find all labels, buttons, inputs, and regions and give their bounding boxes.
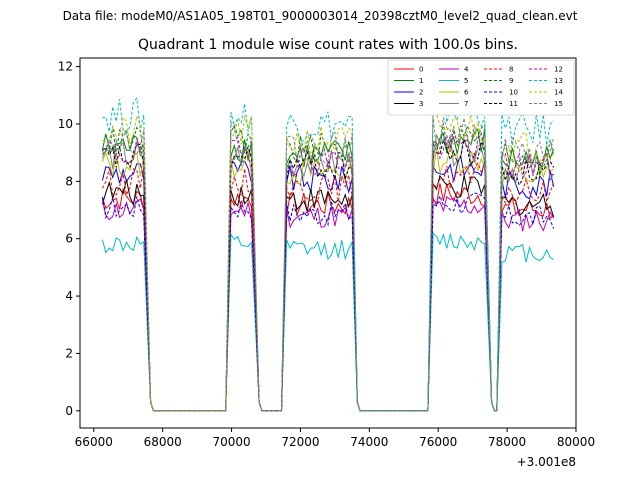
series-line-11: [102, 139, 555, 412]
legend-box: [387, 59, 575, 116]
suptitle: Data file: modeM0/AS1A05_198T01_90000030…: [63, 9, 578, 23]
x-tick-label: 78000: [488, 435, 526, 449]
legend-label: 4: [464, 66, 469, 74]
y-tick-label: 12: [58, 60, 73, 74]
x-tick-label: 70000: [212, 435, 250, 449]
y-axis: 0 2 4 6 8 10 12: [58, 60, 80, 418]
x-tick-label: 72000: [281, 435, 319, 449]
legend-label: 10: [509, 89, 518, 97]
legend-label: 15: [554, 100, 563, 108]
x-tick-label: 74000: [350, 435, 388, 449]
legend-label: 11: [509, 100, 518, 108]
legend-label: 6: [464, 89, 469, 97]
plot-frame: [79, 57, 577, 429]
series-line-8: [101, 162, 555, 412]
x-tick-label: 80000: [557, 435, 595, 449]
x-offset-label: +3.001e8: [517, 455, 576, 469]
y-tick-label: 2: [65, 346, 73, 360]
legend-label: 3: [419, 100, 423, 108]
chart-title: Quadrant 1 module wise count rates with …: [138, 37, 518, 53]
legend-label: 13: [554, 77, 563, 85]
legend-label: 12: [554, 66, 563, 74]
y-tick-label: 4: [65, 289, 73, 303]
legend-label: 8: [509, 66, 513, 74]
series-layer: [101, 92, 555, 412]
y-tick-label: 10: [58, 117, 73, 131]
x-tick-label: 66000: [75, 435, 113, 449]
legend-label: 2: [419, 89, 423, 97]
y-tick-label: 8: [65, 174, 73, 188]
y-tick-label: 6: [65, 232, 73, 246]
legend-label: 14: [554, 89, 563, 97]
plot-background: [80, 58, 576, 428]
x-tick-label: 68000: [144, 435, 182, 449]
legend-label: 0: [419, 66, 423, 74]
legend-label: 9: [509, 77, 513, 85]
x-axis: 66000 68000 70000 72000 74000 76000 78000 80000: [75, 428, 595, 449]
series-line-14: [102, 112, 555, 412]
legend-label: 5: [464, 77, 468, 85]
plot-area: [79, 57, 577, 429]
x-tick-label: 76000: [419, 435, 457, 449]
y-tick-label: 0: [65, 404, 73, 418]
legend-label: 1: [419, 77, 423, 85]
series-line-15: [102, 116, 555, 412]
legend-label: 7: [464, 100, 468, 108]
